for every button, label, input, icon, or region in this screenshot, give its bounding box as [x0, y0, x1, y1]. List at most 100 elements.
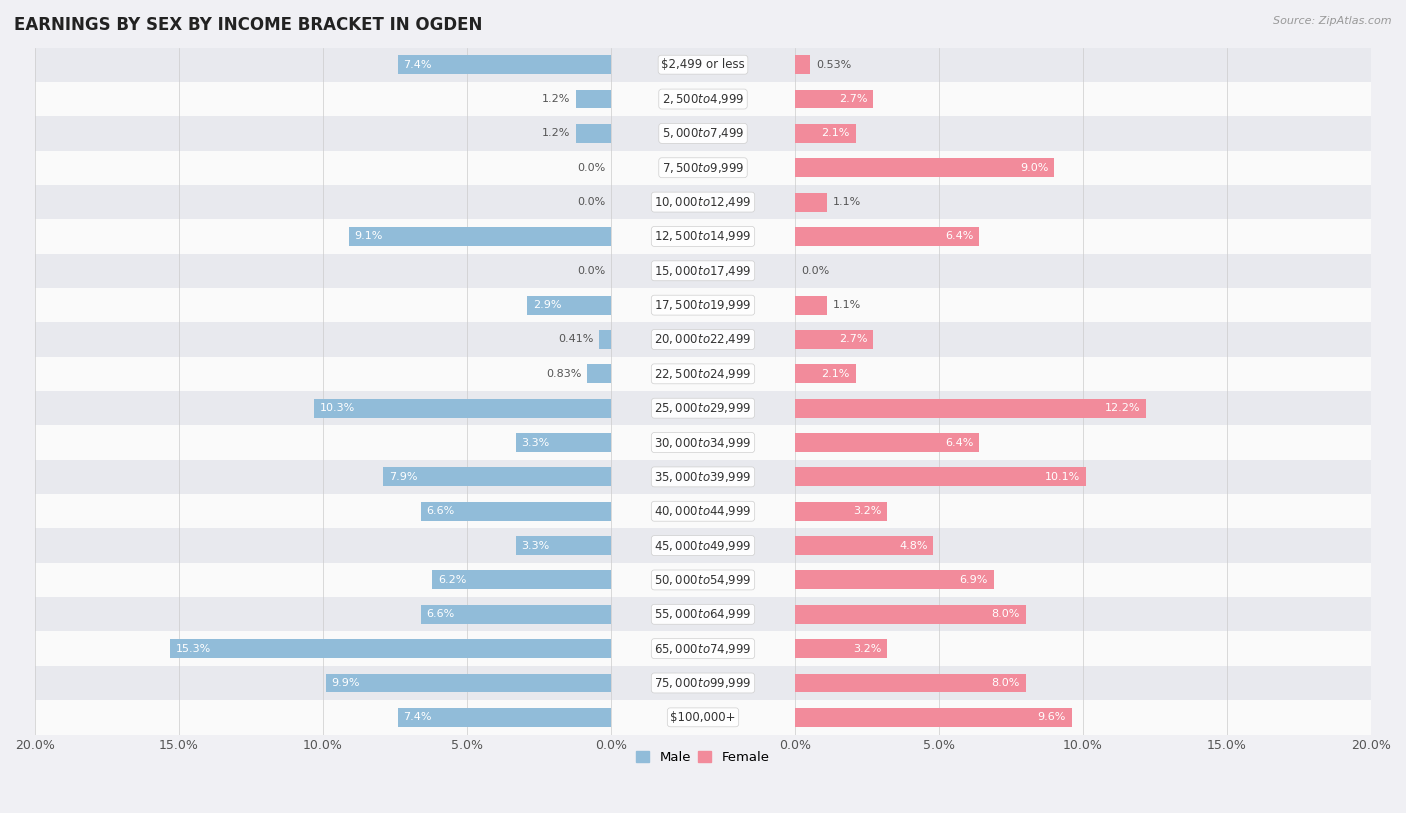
Bar	[796, 330, 873, 349]
Bar	[516, 536, 610, 555]
Text: 2.1%: 2.1%	[821, 369, 849, 379]
Bar	[796, 536, 934, 555]
Text: $25,000 to $29,999: $25,000 to $29,999	[654, 401, 752, 415]
Bar	[35, 82, 1371, 116]
Text: 15.3%: 15.3%	[176, 644, 211, 654]
Bar	[398, 55, 610, 74]
Text: 7.4%: 7.4%	[404, 712, 432, 722]
Bar	[796, 159, 1054, 177]
Text: $2,499 or less: $2,499 or less	[661, 59, 745, 72]
Text: 10.3%: 10.3%	[321, 403, 356, 413]
Text: 6.9%: 6.9%	[960, 575, 988, 585]
Text: 6.4%: 6.4%	[945, 437, 974, 447]
Text: 4.8%: 4.8%	[898, 541, 928, 550]
Bar	[35, 116, 1371, 150]
Bar	[796, 296, 827, 315]
Bar	[796, 673, 1025, 693]
Text: $20,000 to $22,499: $20,000 to $22,499	[654, 333, 752, 346]
Bar	[35, 322, 1371, 357]
Bar	[796, 227, 980, 246]
Text: 0.53%: 0.53%	[815, 59, 852, 70]
Text: 1.2%: 1.2%	[543, 128, 571, 138]
Bar	[35, 150, 1371, 185]
Text: 8.0%: 8.0%	[991, 609, 1019, 620]
Text: 6.6%: 6.6%	[426, 609, 454, 620]
Text: $30,000 to $34,999: $30,000 to $34,999	[654, 436, 752, 450]
Bar	[796, 364, 856, 383]
Bar	[35, 47, 1371, 82]
Bar	[35, 700, 1371, 734]
Bar	[796, 398, 1146, 418]
Text: $2,500 to $4,999: $2,500 to $4,999	[662, 92, 744, 106]
Text: $5,000 to $7,499: $5,000 to $7,499	[662, 126, 744, 141]
Text: $12,500 to $14,999: $12,500 to $14,999	[654, 229, 752, 243]
Bar	[35, 563, 1371, 597]
Bar	[796, 55, 810, 74]
Text: 12.2%: 12.2%	[1105, 403, 1140, 413]
Text: 1.2%: 1.2%	[543, 94, 571, 104]
Bar	[796, 571, 994, 589]
Text: 3.2%: 3.2%	[853, 644, 882, 654]
Text: 7.9%: 7.9%	[389, 472, 418, 482]
Bar	[516, 433, 610, 452]
Text: $55,000 to $64,999: $55,000 to $64,999	[654, 607, 752, 621]
Bar	[35, 632, 1371, 666]
Bar	[796, 433, 980, 452]
Bar	[796, 467, 1085, 486]
Bar	[576, 124, 610, 143]
Text: 0.83%: 0.83%	[546, 369, 581, 379]
Bar	[796, 605, 1025, 624]
Text: 0.41%: 0.41%	[558, 334, 593, 345]
Text: $15,000 to $17,499: $15,000 to $17,499	[654, 263, 752, 278]
Bar	[398, 708, 610, 727]
Text: 1.1%: 1.1%	[832, 197, 860, 207]
Bar	[35, 185, 1371, 220]
Text: $45,000 to $49,999: $45,000 to $49,999	[654, 538, 752, 553]
Bar	[527, 296, 610, 315]
Bar	[586, 364, 610, 383]
Bar	[796, 639, 887, 658]
Text: $22,500 to $24,999: $22,500 to $24,999	[654, 367, 752, 380]
Bar	[349, 227, 610, 246]
Bar	[315, 398, 610, 418]
Bar	[35, 391, 1371, 425]
Text: 10.1%: 10.1%	[1045, 472, 1080, 482]
Text: $7,500 to $9,999: $7,500 to $9,999	[662, 161, 744, 175]
Bar	[432, 571, 610, 589]
Bar	[35, 425, 1371, 459]
Bar	[35, 254, 1371, 288]
Bar	[35, 459, 1371, 494]
Text: 0.0%: 0.0%	[801, 266, 830, 276]
Text: 6.4%: 6.4%	[945, 232, 974, 241]
Bar	[576, 89, 610, 108]
Text: $17,500 to $19,999: $17,500 to $19,999	[654, 298, 752, 312]
Text: 0.0%: 0.0%	[576, 163, 605, 172]
Bar	[796, 708, 1071, 727]
Bar	[35, 528, 1371, 563]
Text: 9.1%: 9.1%	[354, 232, 382, 241]
Text: $10,000 to $12,499: $10,000 to $12,499	[654, 195, 752, 209]
Text: 3.3%: 3.3%	[522, 437, 550, 447]
Text: EARNINGS BY SEX BY INCOME BRACKET IN OGDEN: EARNINGS BY SEX BY INCOME BRACKET IN OGD…	[14, 16, 482, 34]
Text: 9.9%: 9.9%	[332, 678, 360, 688]
Text: $75,000 to $99,999: $75,000 to $99,999	[654, 676, 752, 690]
Bar	[35, 220, 1371, 254]
Bar	[420, 605, 610, 624]
Bar	[796, 193, 827, 211]
Bar	[796, 124, 856, 143]
Text: 2.7%: 2.7%	[838, 94, 868, 104]
Text: 6.6%: 6.6%	[426, 506, 454, 516]
Text: 0.0%: 0.0%	[576, 197, 605, 207]
Bar	[35, 288, 1371, 322]
Text: 2.9%: 2.9%	[533, 300, 561, 310]
Text: 0.0%: 0.0%	[576, 266, 605, 276]
Bar	[384, 467, 610, 486]
Bar	[420, 502, 610, 520]
Text: 2.7%: 2.7%	[838, 334, 868, 345]
Text: 9.0%: 9.0%	[1021, 163, 1049, 172]
Bar	[35, 357, 1371, 391]
Text: $40,000 to $44,999: $40,000 to $44,999	[654, 504, 752, 518]
Bar	[599, 330, 610, 349]
Bar	[170, 639, 610, 658]
Bar	[35, 597, 1371, 632]
